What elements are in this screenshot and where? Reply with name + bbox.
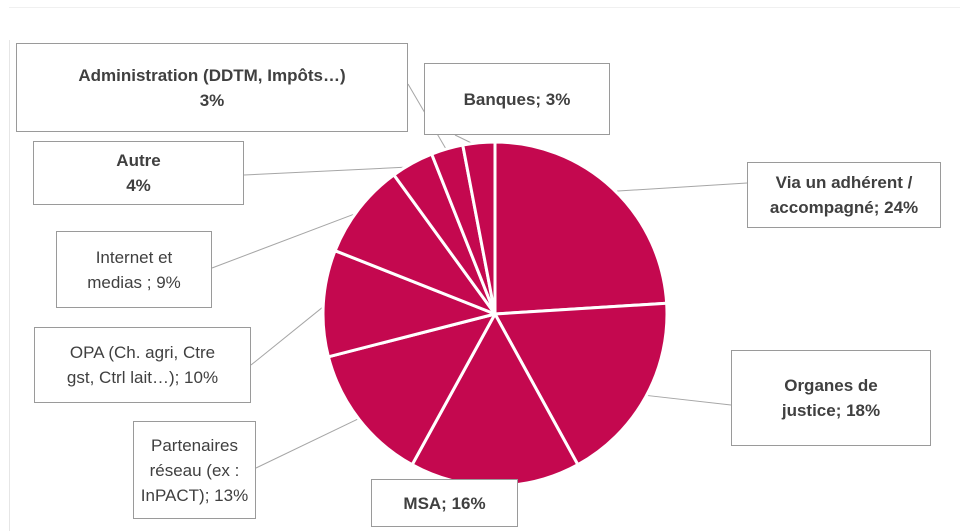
label-banques: Banques; 3% xyxy=(424,63,610,135)
label-autre: Autre 4% xyxy=(33,141,244,205)
label-opa: OPA (Ch. agri, Ctre gst, Ctrl lait…); 10… xyxy=(34,327,251,403)
pie-slice-2 xyxy=(493,301,669,467)
pie-slice-4 xyxy=(326,312,497,467)
chart-frame-left xyxy=(9,40,10,531)
label-organes-justice: Organes de justice; 18% xyxy=(731,350,931,446)
label-internet-medias: Internet et medias ; 9% xyxy=(56,231,212,308)
leader-line-4 xyxy=(255,416,363,469)
leader-line-7 xyxy=(243,166,415,176)
label-administration: Administration (DDTM, Impôts…) 3% xyxy=(16,43,408,132)
leader-line-6 xyxy=(211,210,363,269)
pie-slice-5 xyxy=(321,249,497,359)
pie-slice-6 xyxy=(333,173,497,316)
pie-slice-9 xyxy=(461,140,497,316)
label-via-adherent: Via un adhérent / accompagné; 24% xyxy=(747,162,941,228)
leader-line-1 xyxy=(609,182,748,193)
leader-line-2 xyxy=(642,394,732,406)
label-msa: MSA; 16% xyxy=(371,479,518,527)
pie-slice-1 xyxy=(493,140,669,316)
leader-line-5 xyxy=(250,303,328,366)
label-partenaires-reseau: Partenaires réseau (ex : InPACT); 13% xyxy=(133,421,256,519)
chart-frame-top xyxy=(9,7,960,8)
